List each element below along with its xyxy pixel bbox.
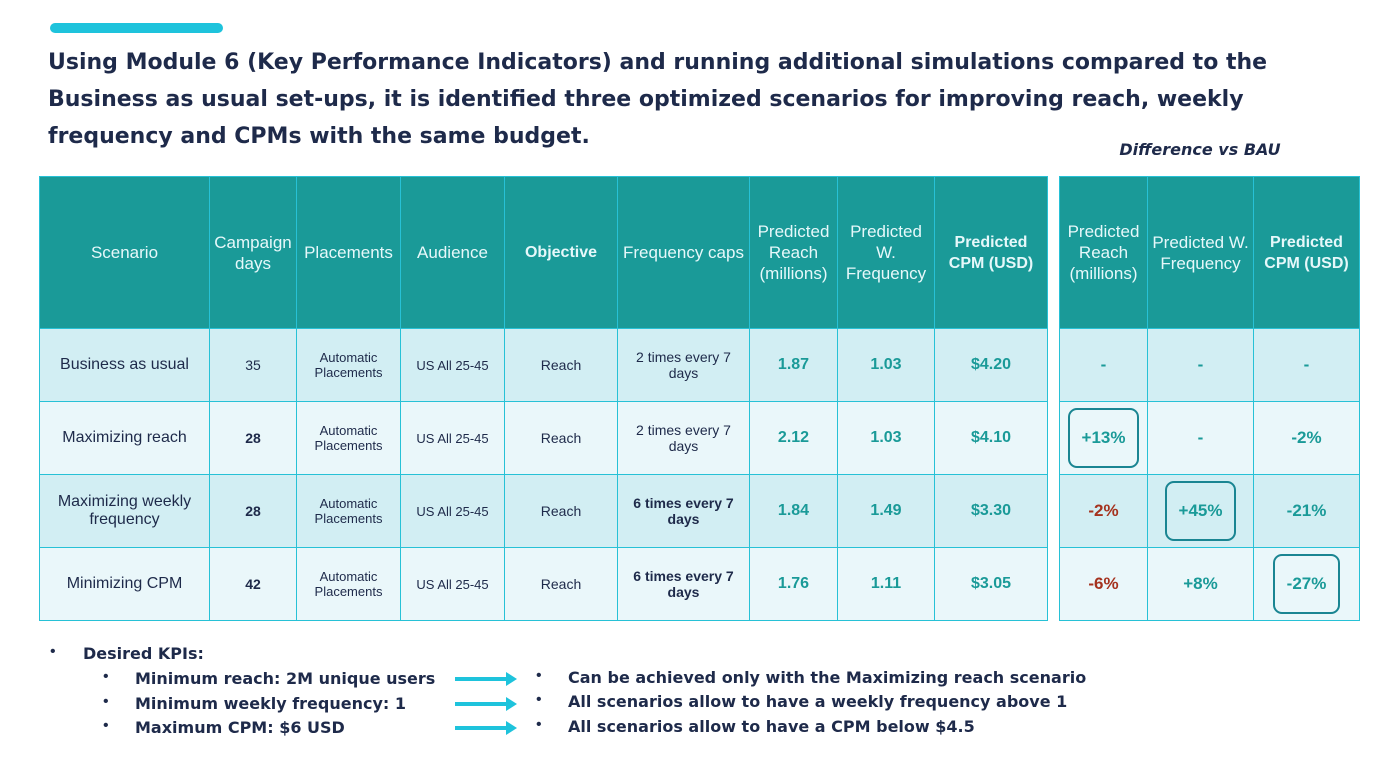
cell-audience: US All 25-45 — [400, 328, 505, 402]
cell-reach: 1.87 — [749, 328, 838, 402]
cell-w-frequency: 1.03 — [837, 328, 935, 402]
col-header-campaign-days: Campaign days — [209, 176, 297, 329]
highlight-box: +13% — [1067, 408, 1140, 468]
kpi-item: Minimum weekly frequency: 1 — [135, 694, 406, 713]
kpi-item: Minimum reach: 2M unique users — [135, 669, 436, 688]
col-header-predicted-cpm: Predicted CPM (USD) — [934, 176, 1048, 329]
cell-audience: US All 25-45 — [400, 401, 505, 475]
cell-cpm: $3.30 — [934, 474, 1048, 548]
cell-w-frequency: 1.03 — [837, 401, 935, 475]
bullet-icon: • — [103, 668, 109, 685]
bullet-icon: • — [50, 643, 56, 660]
cell-w-frequency: 1.11 — [837, 547, 935, 621]
cell-days: 42 — [209, 547, 297, 621]
diff-cell-reach: - — [1059, 328, 1148, 402]
cell-frequency-cap: 2 times every 7 days — [617, 328, 750, 402]
cell-days: 28 — [209, 401, 297, 475]
diff-cell-w-frequency: +8% — [1147, 547, 1254, 621]
page-headline: Using Module 6 (Key Performance Indicato… — [48, 50, 1268, 149]
diff-cell-reach: -2% — [1059, 474, 1148, 548]
cell-w-frequency: 1.49 — [837, 474, 935, 548]
cell-placements: Automatic Placements — [296, 547, 401, 621]
cell-frequency-cap: 6 times every 7 days — [617, 474, 750, 548]
highlight-box: -27% — [1272, 554, 1341, 614]
cell-frequency-cap: 6 times every 7 days — [617, 547, 750, 621]
diff-cell-reach: -6% — [1059, 547, 1148, 621]
diff-cell-cpm: -21% — [1253, 474, 1360, 548]
diff-cell-reach: +13% — [1059, 401, 1148, 475]
cell-scenario: Maximizing weekly frequency — [39, 474, 210, 548]
col-header-audience: Audience — [400, 176, 505, 329]
diff-row: -6% +8% -27% — [1059, 547, 1360, 621]
table-row: Maximizing weekly frequency 28 Automatic… — [39, 474, 1048, 548]
cell-frequency-cap: 2 times every 7 days — [617, 401, 750, 475]
cell-placements: Automatic Placements — [296, 401, 401, 475]
arrow-right-icon — [455, 697, 517, 711]
col-header-scenario: Scenario — [39, 176, 210, 329]
kpi-result: All scenarios allow to have a CPM below … — [568, 717, 975, 736]
diff-row: - - - — [1059, 328, 1360, 402]
difference-table: Predicted Reach (millions) Predicted W. … — [1059, 176, 1360, 621]
diff-cell-cpm: -27% — [1253, 547, 1360, 621]
table-row: Maximizing reach 28 Automatic Placements… — [39, 401, 1048, 475]
kpi-result: Can be achieved only with the Maximizing… — [568, 668, 1087, 687]
diff-header-cpm: Predicted CPM (USD) — [1253, 176, 1360, 329]
cell-scenario: Minimizing CPM — [39, 547, 210, 621]
cell-reach: 1.76 — [749, 547, 838, 621]
col-header-frequency-caps: Frequency caps — [617, 176, 750, 329]
kpi-item: Maximum CPM: $6 USD — [135, 718, 345, 737]
diff-header-w-frequency: Predicted W. Frequency — [1147, 176, 1254, 329]
col-header-placements: Placements — [296, 176, 401, 329]
diff-cell-cpm: -2% — [1253, 401, 1360, 475]
diff-caption: Difference vs BAU — [1119, 140, 1281, 159]
cell-cpm: $4.10 — [934, 401, 1048, 475]
cell-audience: US All 25-45 — [400, 474, 505, 548]
cell-placements: Automatic Placements — [296, 474, 401, 548]
arrow-right-icon — [455, 721, 517, 735]
bullet-icon: • — [536, 667, 542, 684]
cell-audience: US All 25-45 — [400, 547, 505, 621]
accent-bar — [50, 23, 223, 33]
diff-row: +13% - -2% — [1059, 401, 1360, 475]
diff-row: -2% +45% -21% — [1059, 474, 1360, 548]
diff-cell-w-frequency: - — [1147, 401, 1254, 475]
cell-cpm: $3.05 — [934, 547, 1048, 621]
cell-scenario: Maximizing reach — [39, 401, 210, 475]
scenario-table: Scenario Campaign days Placements Audien… — [39, 176, 1048, 621]
diff-cell-w-frequency: - — [1147, 328, 1254, 402]
diff-header-row: Predicted Reach (millions) Predicted W. … — [1059, 176, 1360, 329]
cell-objective: Reach — [504, 328, 618, 402]
kpi-result: All scenarios allow to have a weekly fre… — [568, 692, 1068, 711]
diff-cell-cpm: - — [1253, 328, 1360, 402]
col-header-predicted-reach: Predicted Reach (millions) — [749, 176, 838, 329]
cell-placements: Automatic Placements — [296, 328, 401, 402]
cell-objective: Reach — [504, 474, 618, 548]
cell-days: 35 — [209, 328, 297, 402]
col-header-objective: Objective — [504, 176, 618, 329]
table-row: Business as usual 35 Automatic Placement… — [39, 328, 1048, 402]
cell-days: 28 — [209, 474, 297, 548]
cell-cpm: $4.20 — [934, 328, 1048, 402]
bullet-icon: • — [103, 717, 109, 734]
kpi-title: Desired KPIs: — [83, 644, 204, 663]
arrow-right-icon — [455, 672, 517, 686]
cell-objective: Reach — [504, 401, 618, 475]
bullet-icon: • — [103, 693, 109, 710]
col-header-predicted-w-frequency: Predicted W. Frequency — [837, 176, 935, 329]
table-row: Minimizing CPM 42 Automatic Placements U… — [39, 547, 1048, 621]
cell-reach: 2.12 — [749, 401, 838, 475]
cell-scenario: Business as usual — [39, 328, 210, 402]
highlight-box: +45% — [1164, 481, 1237, 541]
cell-objective: Reach — [504, 547, 618, 621]
table-header-row: Scenario Campaign days Placements Audien… — [39, 176, 1048, 329]
bullet-icon: • — [536, 691, 542, 708]
bullet-icon: • — [536, 716, 542, 733]
diff-cell-w-frequency: +45% — [1147, 474, 1254, 548]
cell-reach: 1.84 — [749, 474, 838, 548]
diff-header-reach: Predicted Reach (millions) — [1059, 176, 1148, 329]
